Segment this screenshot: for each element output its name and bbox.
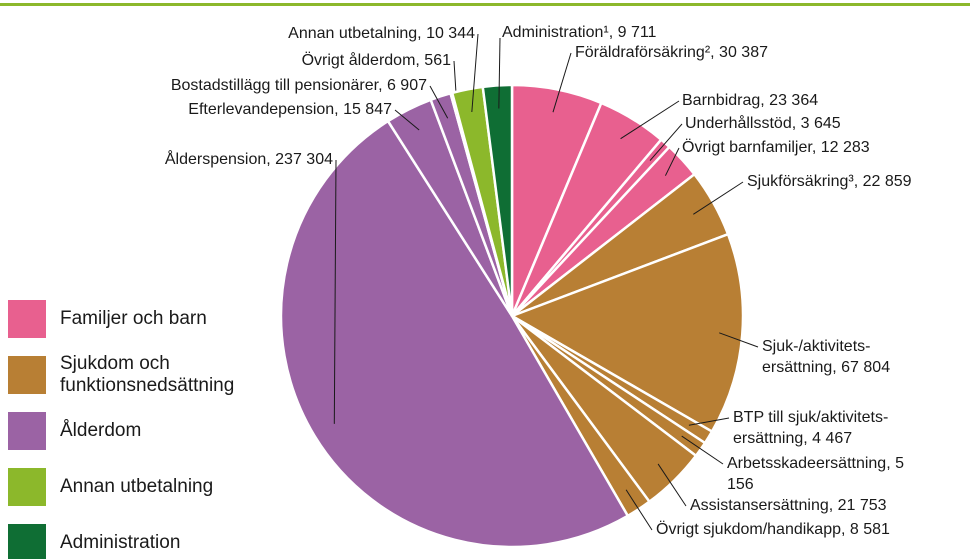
slice-label: Övrigt sjukdom/handikapp, 8 581 [656,519,890,540]
leader-line [620,100,680,140]
legend-label: Annan utbetalning [60,476,214,497]
top-rule [0,3,970,6]
value-label: 4 467 [812,430,853,447]
legend-label: Sjukdom och funktionsnedsättning [60,353,235,396]
category-label: Assistansersättning [690,497,829,514]
leader-line [719,332,759,348]
legend-swatch [8,468,46,506]
leader-line [681,435,724,465]
leader-line [498,37,501,109]
category-label: Efterlevandepension [188,101,335,118]
category-label: Övrigt ålderdom [301,52,416,69]
slice-label: Ålderspension, 237 304 [165,149,333,170]
legend-swatch [8,356,46,394]
label-separator: , [791,115,801,132]
value-label: 3 645 [800,115,841,132]
value-label: 15 847 [343,101,392,118]
category-label: BTP till sjuk/aktivitets- ersättning [733,409,889,447]
slice-label: Administration¹, 9 711 [502,22,656,43]
category-label: Övrigt sjukdom/handikapp [656,521,841,538]
legend-swatch [8,524,46,559]
leader-line [552,52,572,113]
leader-line [693,181,744,215]
category-label: Annan utbetalning [288,25,418,42]
leader-line [429,85,449,119]
slice-label: Sjukförsäkring³, 22 859 [747,171,912,192]
value-label: 10 344 [426,25,475,42]
label-separator: , [803,430,813,447]
label-separator: , [840,521,850,538]
value-label: 561 [424,52,451,69]
leader-line [471,33,479,113]
slice-label: Arbetsskadeersättning, 5 156 [727,453,917,495]
slice-label: Föräldraförsäkring², 30 387 [575,42,768,63]
leader-line [625,489,653,531]
legend-swatch [8,300,46,338]
leader-line [657,463,687,507]
value-label: 12 283 [820,139,870,156]
leader-line [394,109,420,131]
value-label: 237 304 [275,151,333,168]
slice-label: Sjuk-/aktivitets- ersättning, 67 804 [762,336,890,378]
slice-label: Övrigt ålderdom, 561 [302,50,451,71]
label-separator: , [334,101,344,118]
legend-swatch [8,412,46,450]
category-label: Övrigt barnfamiljer [682,139,812,156]
category-label: Föräldraförsäkring² [575,44,711,61]
leader-line [688,417,730,426]
pie-slice [481,83,514,317]
label-separator: , [378,77,387,94]
category-label: Arbetsskadeersättning [727,455,887,472]
category-label: Sjuk-/aktivitets- ersättning [762,338,871,376]
legend-label: Familjer och barn [60,308,207,329]
category-label: Ålderspension [164,151,267,168]
label-separator: , [828,497,838,514]
pie-slice [279,119,630,549]
slice-label: BTP till sjuk/aktivitets- ersättning, 4 … [733,407,888,449]
label-separator: , [417,25,427,42]
legend-label: Ålderdom [60,420,142,441]
category-label: Bostadstillägg till pensionärer [170,77,379,94]
label-separator: , [811,139,821,156]
leader-line [664,147,680,176]
value-label: 5 156 [727,455,904,493]
leader-line [649,123,683,161]
value-label: 22 859 [862,173,912,190]
slice-label: Efterlevandepension, 15 847 [188,99,392,120]
category-label: Sjukförsäkring³ [747,173,854,190]
value-label: 67 804 [841,359,891,376]
slice-label: Underhållsstöd, 3 645 [685,113,841,134]
label-separator: , [710,44,720,61]
value-label: 23 364 [769,92,819,109]
pie-slice [509,232,745,434]
slice-label: Assistansersättning, 21 753 [690,495,887,516]
label-separator: , [853,173,863,190]
label-separator: , [266,151,276,168]
category-label: Barnbidrag [682,92,761,109]
label-separator: , [832,359,842,376]
value-label: 6 907 [386,77,427,94]
category-label: Administration¹ [502,24,609,41]
value-label: 9 711 [617,24,657,41]
slice-label: Bostadstillägg till pensionärer, 6 907 [171,75,427,96]
value-label: 21 753 [837,497,887,514]
slice-label: Barnbidrag, 23 364 [682,90,818,111]
category-label: Underhållsstöd [685,115,792,132]
slice-label: Övrigt barnfamiljer, 12 283 [682,137,870,158]
label-separator: , [886,455,896,472]
legend-label: Administration [60,532,181,553]
slice-label: Annan utbetalning, 10 344 [288,23,475,44]
label-separator: , [608,24,618,41]
value-label: 8 581 [849,521,890,538]
label-separator: , [415,52,425,69]
value-label: 30 387 [719,44,768,61]
label-separator: , [760,92,770,109]
leader-line [333,159,337,424]
